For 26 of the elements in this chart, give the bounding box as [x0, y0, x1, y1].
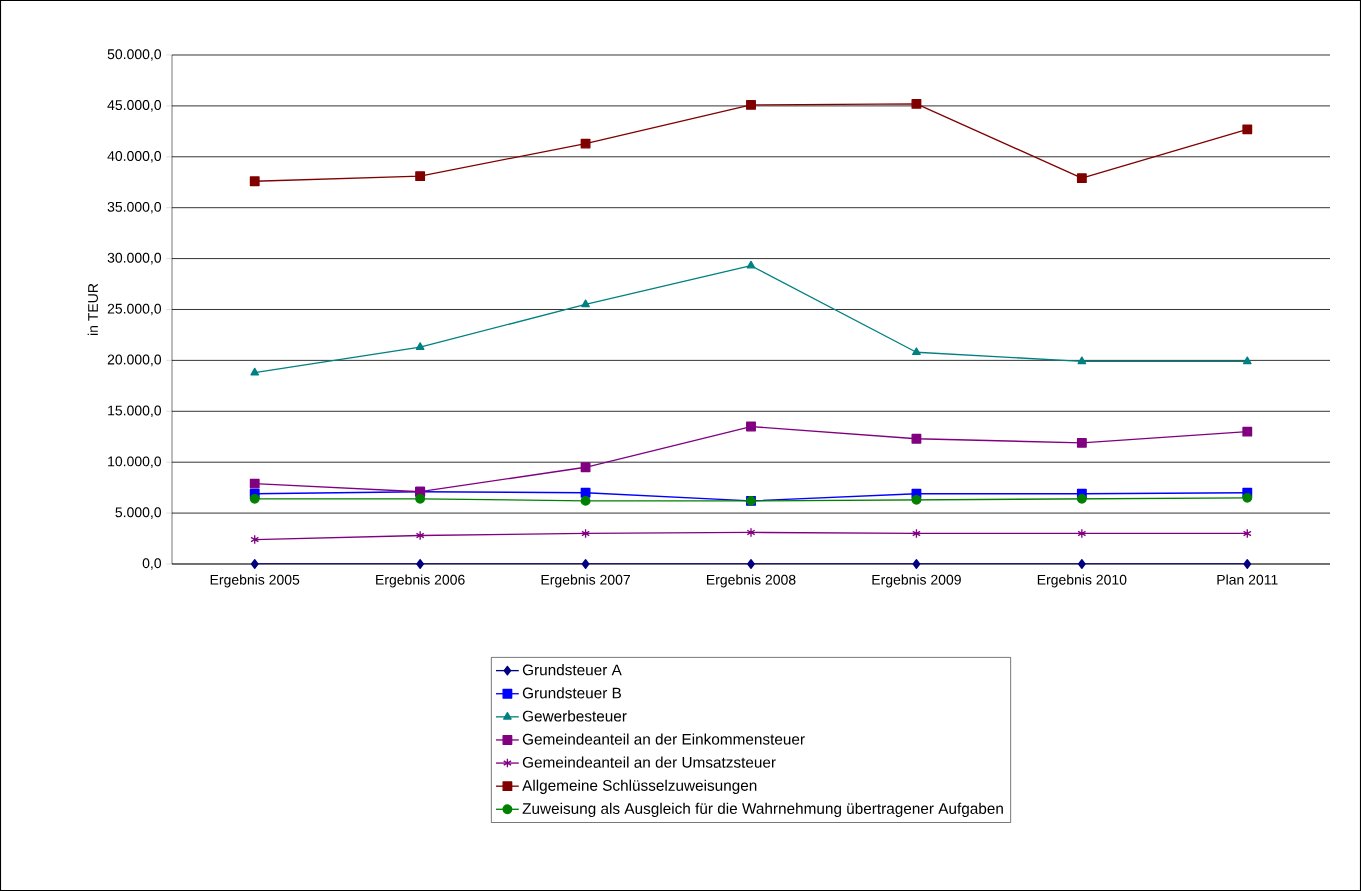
y-tick-label: 15.000,0 [108, 405, 162, 418]
y-tick-label: 5.000,0 [115, 507, 162, 519]
x-tick-label: Ergebnis 2010 [1037, 574, 1127, 588]
legend-label: Allgemeine Schlüsselzuweisungen [522, 779, 757, 794]
y-tick-label: 30.000,0 [107, 252, 162, 265]
legend-label: Grundsteuer A [522, 664, 622, 676]
legend-label: Gemeindeanteil an der Umsatzsteuer [522, 756, 776, 768]
legend-label: Zuweisung als Ausgleich für die Wahrnehmung übertragener Aufgaben [522, 802, 1003, 818]
y-axis-title: in TEUR [87, 283, 98, 335]
legend-label: Gemeindeanteil an der Einkommensteuer [522, 733, 805, 745]
y-tick-label: 0,0 [142, 558, 162, 570]
y-tick-label: 45.000,0 [107, 100, 162, 112]
x-tick-label: Ergebnis 2006 [376, 574, 465, 588]
y-tick-label: 25.000,0 [107, 303, 162, 316]
y-tick-label: 10.000,0 [108, 456, 162, 468]
x-tick-label: Ergebnis 2005 [210, 574, 300, 588]
x-tick-label: Ergebnis 2007 [541, 574, 630, 588]
x-tick-label: Ergebnis 2008 [707, 574, 796, 588]
x-tick-label: Plan 2011 [1217, 574, 1278, 585]
legend-label: Grundsteuer B [522, 687, 621, 699]
y-tick-label: 40.000,0 [107, 151, 162, 163]
x-tick-label: Ergebnis 2009 [872, 574, 961, 588]
y-tick-label: 50.000,0 [107, 49, 162, 61]
y-tick-label: 35.000,0 [107, 201, 162, 214]
legend-label: Gewerbesteuer [522, 710, 627, 722]
y-tick-label: 20.000,0 [107, 354, 162, 367]
